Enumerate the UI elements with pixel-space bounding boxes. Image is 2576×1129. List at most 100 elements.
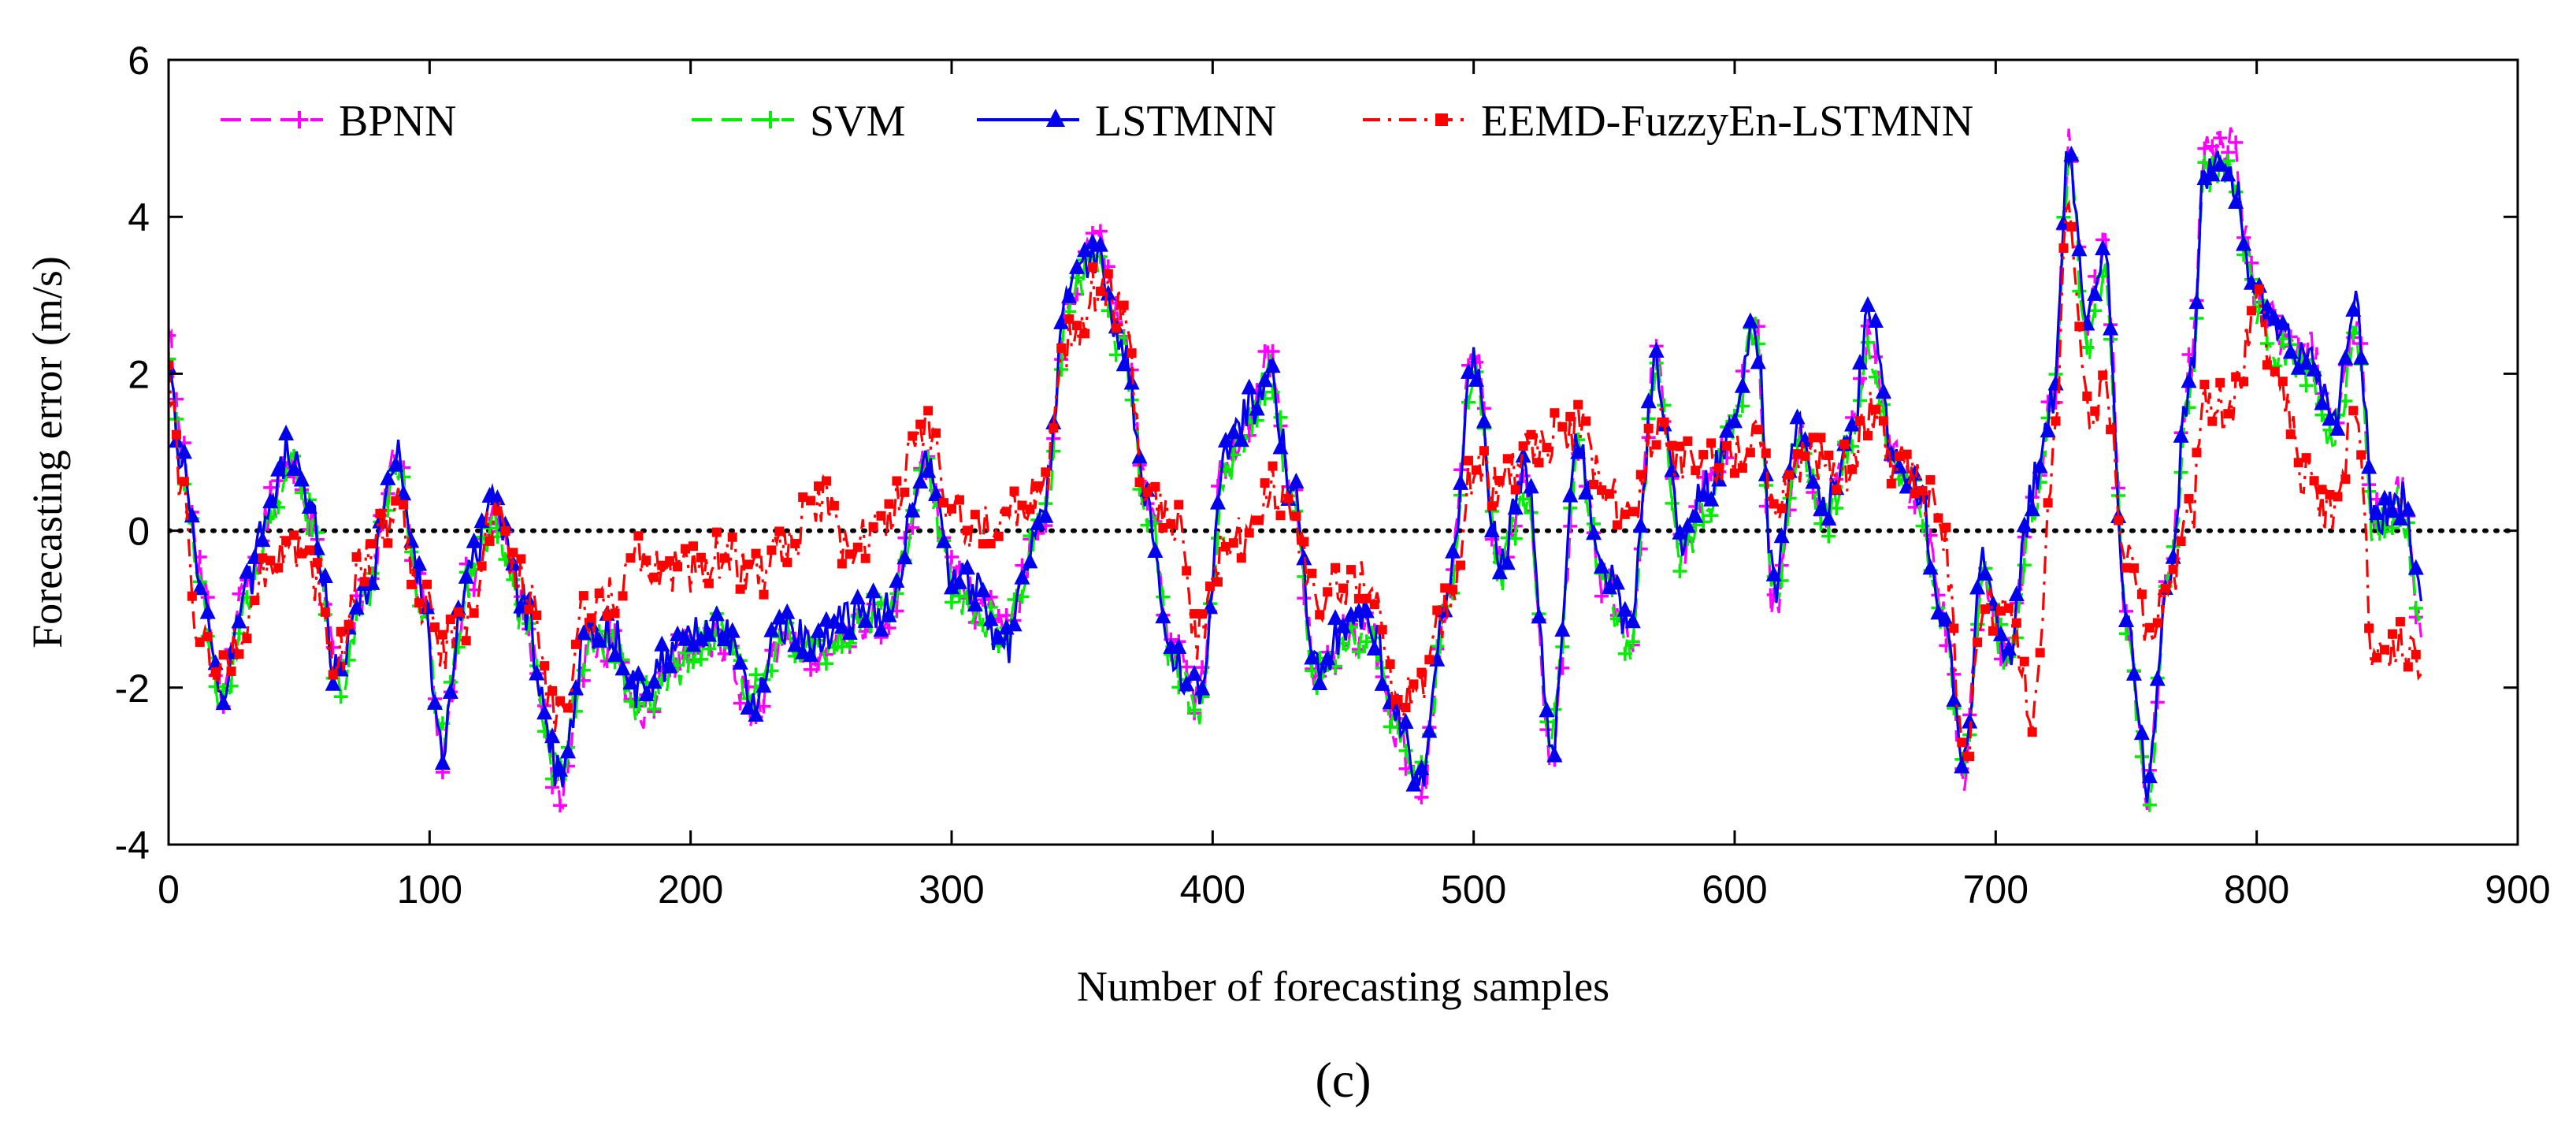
marker-plus [1093,224,1108,239]
marker-square [477,561,487,571]
marker-square [696,552,706,563]
marker-square [1995,606,2006,616]
marker-triangle [1703,490,1720,507]
marker-square [2152,618,2162,628]
marker-square [618,591,628,601]
marker-triangle [239,563,255,579]
marker-plus [1876,397,1891,412]
marker-triangle [928,485,945,501]
marker-square [1769,499,1779,509]
marker-square [1737,463,1747,474]
x-tick-label: 900 [2485,867,2550,912]
marker-triangle [2377,489,2393,506]
marker-square [1651,440,1661,450]
marker-square [1557,422,1568,432]
marker-square [766,545,777,555]
marker-triangle [2298,354,2314,370]
marker-plus [506,572,521,587]
marker-triangle [826,612,842,629]
marker-triangle [2220,165,2236,182]
marker-triangle [270,460,287,477]
marker-square [320,607,330,617]
y-tick-label: 0 [128,510,150,554]
marker-triangle [1100,284,1116,301]
marker-square [2325,490,2335,500]
marker-triangle [1147,542,1164,559]
marker-triangle [708,605,725,622]
marker-square [1432,605,1442,615]
marker-square [2247,306,2257,316]
marker-plus [631,696,646,711]
marker-triangle [552,760,568,777]
marker-plus [2213,131,2228,146]
marker-triangle [1773,527,1790,544]
marker-triangle [787,636,804,652]
marker-triangle [1938,611,1954,627]
marker-plus [834,639,849,654]
marker-square [1565,411,1576,422]
marker-triangle [1711,470,1728,487]
legend-label: EEMD-FuzzyEn-LSTMNN [1481,97,1973,146]
marker-triangle [1179,675,1195,692]
marker-triangle [254,531,271,548]
marker-triangle [1922,559,1939,575]
y-tick-label: 6 [128,39,150,83]
marker-plus [1947,667,1962,681]
marker-triangle [2400,500,2416,517]
marker-square [351,552,362,562]
marker-triangle [622,674,639,690]
marker-triangle [575,624,592,641]
marker-square [1675,441,1685,451]
marker-triangle [1483,522,1500,538]
marker-plus [818,656,833,671]
marker-square [1550,408,1560,418]
marker-square [1323,587,1333,597]
marker-plus [2299,378,2314,393]
marker-square [1166,519,1176,529]
marker-square [1409,679,1419,689]
marker-square [1683,436,1693,446]
marker-triangle [1867,312,1884,329]
marker-triangle [388,455,404,472]
marker-square [1604,488,1614,499]
marker-triangle [1765,565,1782,581]
marker-triangle [1954,757,1970,774]
marker-triangle [944,578,960,595]
marker-triangle [529,664,545,681]
marker-triangle [442,683,458,700]
marker-triangle [982,610,999,626]
marker-triangle [881,606,897,622]
marker-square [1369,600,1379,610]
marker-square [1933,513,1943,523]
marker-plus [545,771,560,786]
marker-triangle [1977,564,1994,581]
marker-triangle [1805,473,1821,489]
marker-square [1087,262,1097,272]
marker-square [2317,485,2327,495]
marker-square [2380,644,2390,655]
marker-triangle [536,704,553,720]
marker-plus [693,652,708,667]
marker-triangle [716,630,733,647]
marker-square [1307,568,1317,578]
marker-triangle [803,646,819,663]
marker-triangle [434,753,451,770]
marker-square [2121,563,2131,573]
marker-square [782,557,792,567]
marker-triangle [1789,408,1806,425]
marker-triangle [1358,602,1375,618]
marker-square [1730,468,1739,478]
marker-plus [1516,492,1531,507]
marker-triangle [458,567,474,584]
marker-square [2160,583,2170,593]
marker-plus [553,798,567,813]
marker-plus [1046,444,1061,459]
marker-square [2403,662,2413,672]
marker-square [594,588,604,598]
marker-plus [1829,500,1844,515]
marker-triangle [1366,639,1383,655]
marker-triangle [1256,371,1273,388]
marker-square [367,539,377,549]
marker-square [915,419,926,429]
marker-square [860,553,870,563]
